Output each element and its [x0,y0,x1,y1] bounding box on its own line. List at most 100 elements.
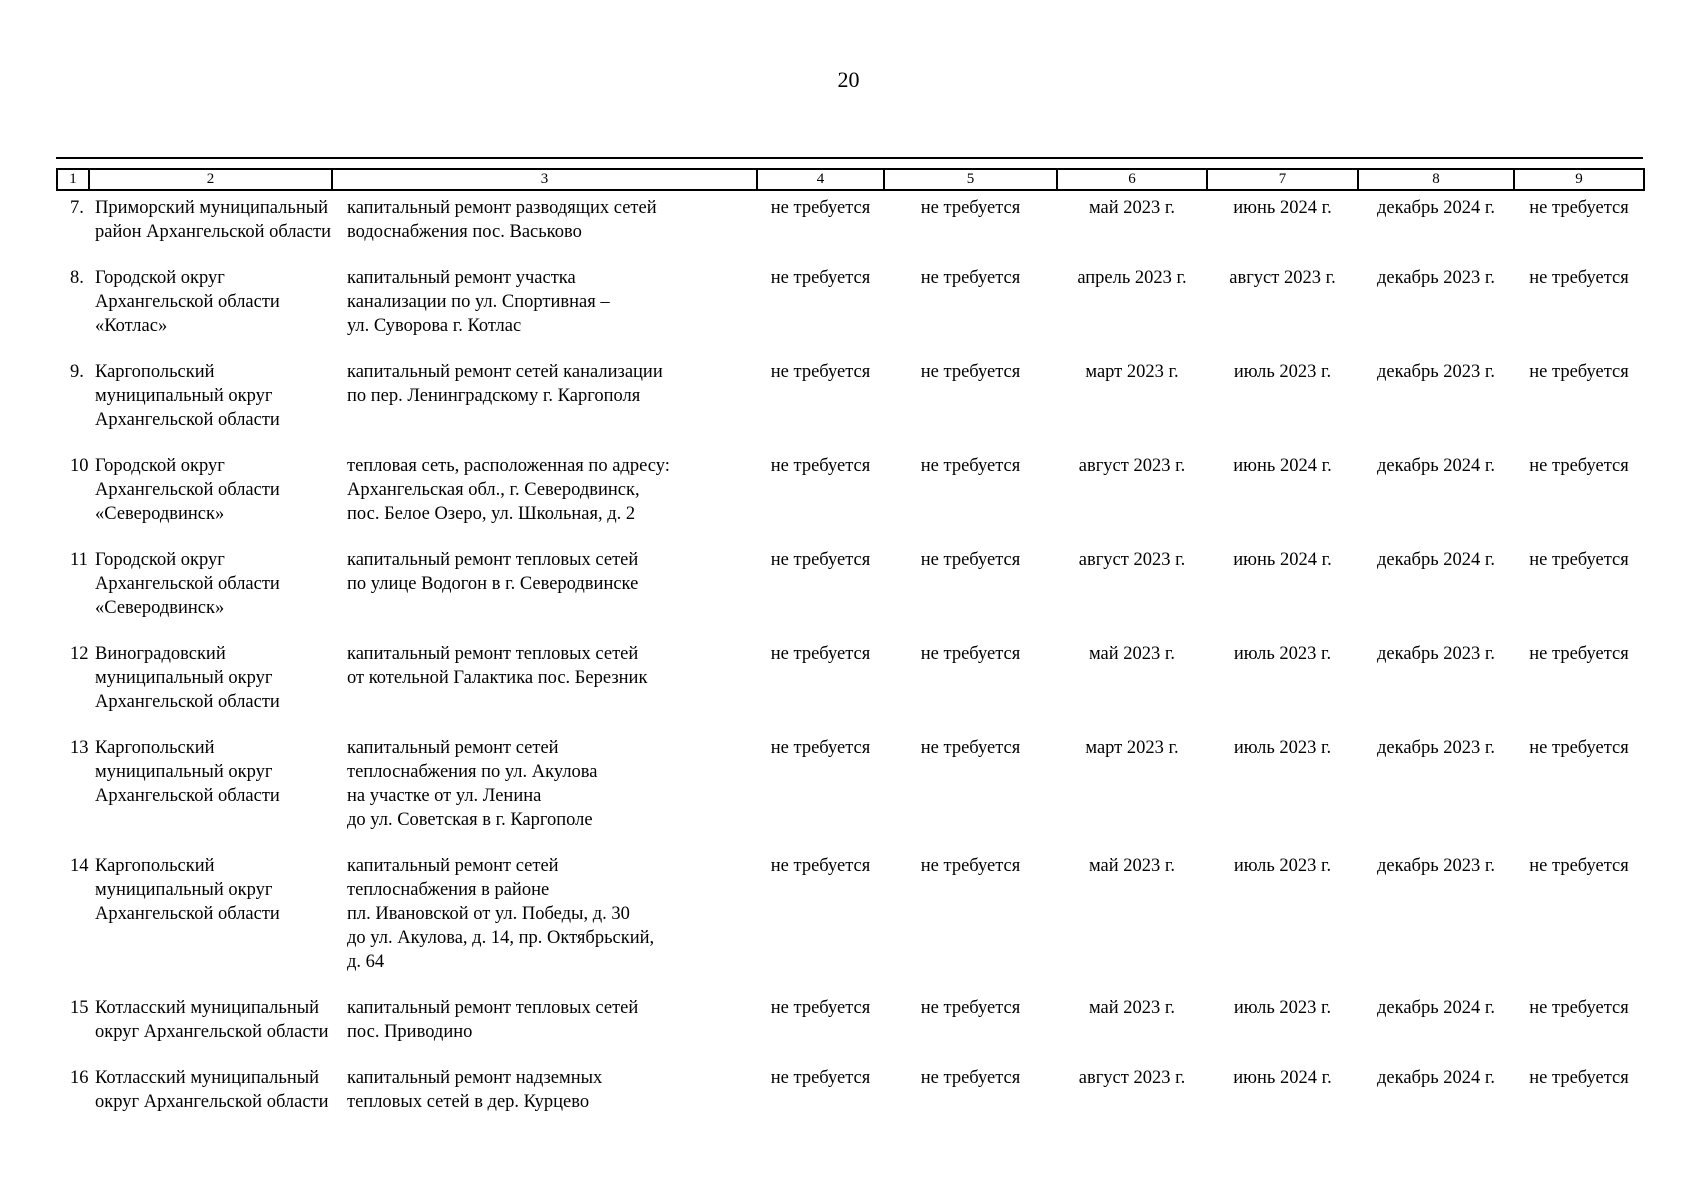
cell-col-6: март 2023 г. [1085,738,1179,758]
table-row: 7. Приморский муниципальный район Арханг… [57,190,1644,266]
cell-col-6: август 2023 г. [1078,1068,1186,1088]
cell-municipality: Котласский муниципальный округ Архангель… [95,998,329,1042]
cell-col-9: не требуется [1529,550,1629,570]
cell-row-number: 12. [70,644,89,664]
cell-col-6: апрель 2023 г. [1077,268,1187,288]
column-index-8: 8 [1357,168,1515,191]
column-index-7: 7 [1206,168,1359,191]
column-index-3: 3 [331,168,758,191]
cell-municipality: Городской округ Архангельской области «К… [95,268,280,336]
table-row: 15. Котласский муниципальный округ Архан… [57,996,1644,1066]
cell-col-5: не требуется [920,1068,1021,1088]
cell-col-4: не требуется [770,362,871,382]
column-index-5: 5 [883,168,1058,191]
cell-col-6: май 2023 г. [1088,644,1176,664]
cell-col-8: декабрь 2023 г. [1376,362,1496,382]
cell-col-5: не требуется [920,456,1021,476]
column-index-4: 4 [756,168,885,191]
cell-col-7: июль 2023 г. [1233,644,1332,664]
column-index-9: 9 [1513,168,1645,191]
schedule-table: 1 2 3 4 5 6 7 8 9 7. Приморский муниципа… [56,168,1645,1136]
cell-col-9: не требуется [1529,456,1629,476]
cell-col-7: июнь 2024 г. [1233,456,1332,476]
cell-col-7: июль 2023 г. [1233,856,1332,876]
cell-repair-object: капитальный ремонт тепловых сетей по ули… [347,550,639,594]
cell-col-8: декабрь 2024 г. [1376,456,1496,476]
column-index-2: 2 [88,168,333,191]
cell-col-5: не требуется [920,644,1021,664]
cell-col-6: май 2023 г. [1088,998,1176,1018]
cell-col-7: июль 2023 г. [1233,738,1332,758]
cell-col-6: май 2023 г. [1088,198,1176,218]
cell-row-number: 11. [70,550,89,570]
cell-repair-object: капитальный ремонт сетей теплоснабжения … [347,856,655,972]
cell-col-5: не требуется [920,856,1021,876]
cell-col-9: не требуется [1529,738,1629,758]
cell-col-9: не требуется [1529,1068,1629,1088]
cell-col-8: декабрь 2023 г. [1376,268,1496,288]
cell-municipality: Каргопольский муниципальный округ Арханг… [95,362,280,430]
cell-col-7: июль 2023 г. [1233,998,1332,1018]
cell-row-number: 15. [70,998,89,1018]
cell-col-6: август 2023 г. [1078,456,1186,476]
cell-row-number: 10. [70,456,89,476]
cell-col-4: не требуется [770,198,871,218]
cell-municipality: Виноградовский муниципальный округ Архан… [95,644,280,712]
cell-col-8: декабрь 2024 г. [1376,198,1496,218]
cell-col-5: не требуется [920,198,1021,218]
cell-municipality: Котласский муниципальный округ Архангель… [95,1068,329,1112]
cell-repair-object: капитальный ремонт тепловых сетей от кот… [347,644,648,688]
cell-col-4: не требуется [770,456,871,476]
table-row: 16. Котласский муниципальный округ Архан… [57,1066,1644,1136]
cell-col-8: декабрь 2024 г. [1376,1068,1496,1088]
cell-col-7: июнь 2024 г. [1233,198,1332,218]
cell-col-8: декабрь 2023 г. [1376,856,1496,876]
cell-repair-object: тепловая сеть, расположенная по адресу: … [347,456,670,524]
column-index-1: 1 [56,168,90,191]
cell-col-6: май 2023 г. [1088,856,1176,876]
table-row: 9. Каргопольский муниципальный округ Арх… [57,360,1644,454]
cell-col-8: декабрь 2024 г. [1376,998,1496,1018]
cell-col-4: не требуется [770,856,871,876]
cell-col-5: не требуется [920,268,1021,288]
column-index-header-row: 1 2 3 4 5 6 7 8 9 [56,168,1645,191]
cell-row-number: 7. [70,198,84,218]
cell-col-4: не требуется [770,1068,871,1088]
cell-col-9: не требуется [1529,362,1629,382]
cell-col-7: июнь 2024 г. [1233,1068,1332,1088]
cell-repair-object: капитальный ремонт надземных тепловых се… [347,1068,603,1112]
cell-col-4: не требуется [770,998,871,1018]
table-row: 14. Каргопольский муниципальный округ Ар… [57,854,1644,996]
cell-repair-object: капитальный ремонт сетей канализации по … [347,362,663,406]
cell-col-8: декабрь 2023 г. [1376,644,1496,664]
cell-col-7: июнь 2024 г. [1233,550,1332,570]
cell-row-number: 14. [70,856,89,876]
table-top-rule [56,157,1643,159]
cell-col-7: июль 2023 г. [1233,362,1332,382]
cell-municipality: Городской округ Архангельской области «С… [95,550,280,618]
page-number: 20 [837,67,860,92]
cell-row-number: 8. [70,268,84,288]
cell-col-6: март 2023 г. [1085,362,1179,382]
cell-col-8: декабрь 2023 г. [1376,738,1496,758]
cell-municipality: Каргопольский муниципальный округ Арханг… [95,738,280,806]
cell-col-4: не требуется [770,644,871,664]
cell-col-8: декабрь 2024 г. [1376,550,1496,570]
cell-col-9: не требуется [1529,856,1629,876]
cell-municipality: Городской округ Архангельской области «С… [95,456,280,524]
cell-col-4: не требуется [770,268,871,288]
cell-row-number: 9. [70,362,84,382]
cell-repair-object: капитальный ремонт участка канализации п… [347,268,610,336]
cell-municipality: Приморский муниципальный район Архангель… [95,198,331,242]
cell-row-number: 16. [70,1068,89,1088]
cell-col-6: август 2023 г. [1078,550,1186,570]
cell-municipality: Каргопольский муниципальный округ Арханг… [95,856,280,924]
cell-col-5: не требуется [920,362,1021,382]
table-row: 12. Виноградовский муниципальный округ А… [57,642,1644,736]
table-row: 8. Городской округ Архангельской области… [57,266,1644,360]
cell-col-4: не требуется [770,550,871,570]
cell-col-9: не требуется [1529,644,1629,664]
cell-repair-object: капитальный ремонт разводящих сетей водо… [347,198,657,242]
cell-col-5: не требуется [920,998,1021,1018]
column-index-6: 6 [1056,168,1208,191]
